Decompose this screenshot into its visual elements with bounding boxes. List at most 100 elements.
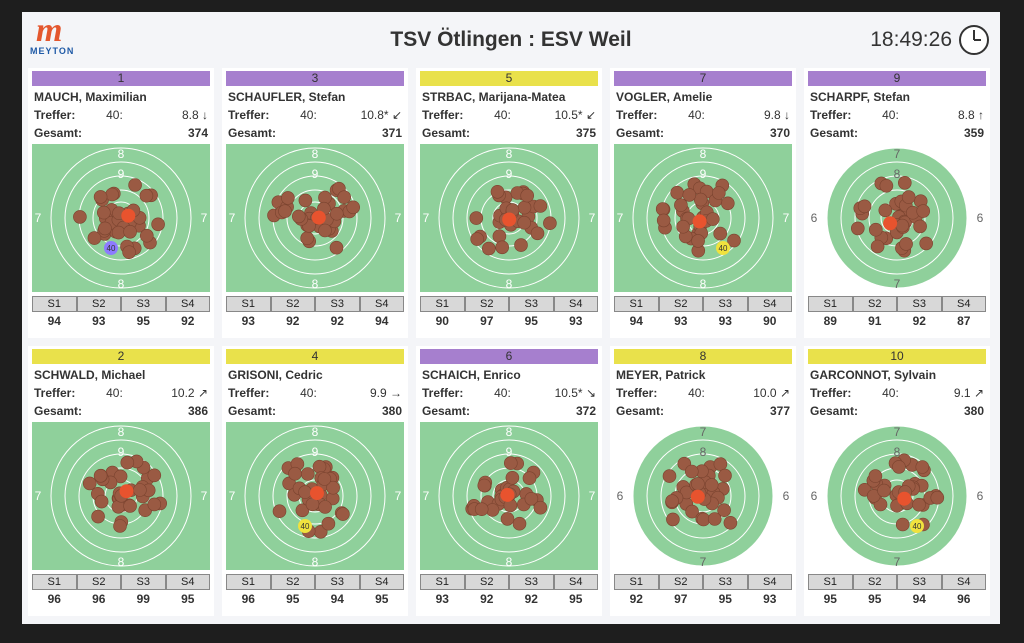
series-value: 93 [674, 314, 688, 328]
series-label: S3 [703, 296, 748, 312]
shot-hole [298, 485, 312, 499]
shooter-card[interactable]: 1 MAUCH, Maximilian Treffer: 40: 8.8 ↓ Gesamt… [28, 68, 214, 338]
match-title: TSV Ötlingen : ESV Weil [390, 28, 632, 51]
shot-hole [713, 226, 727, 241]
treffer-label: Treffer: [616, 108, 658, 122]
shot-count: 40: [300, 386, 317, 400]
series-label: S4 [553, 574, 598, 590]
shot-count: 40: [882, 108, 899, 122]
current-shot [883, 216, 898, 231]
shot-hole [318, 223, 332, 238]
last-shot-value: 10.5* ↙ [554, 108, 596, 122]
shot-hole [469, 211, 484, 225]
target-display: 8 8 9 7 7 [420, 144, 598, 292]
ring-number: 9 [118, 167, 125, 181]
series-value: 90 [435, 314, 449, 328]
series-value: 89 [823, 314, 837, 328]
series-value: 92 [629, 592, 643, 606]
ring-number: 7 [395, 211, 402, 225]
series-value: 92 [181, 314, 195, 328]
ring-number: 8 [312, 147, 319, 161]
position-bar: 4 [226, 349, 404, 364]
shot-hole [721, 196, 735, 211]
shooter-card[interactable]: 8 MEYER, Patrick Treffer: 40: 10.0 ↗ Gesamt: 3… [610, 346, 796, 616]
header: m MEYTON TSV Ötlingen : ESV Weil 18:49:2… [22, 12, 1000, 62]
shot-hole [930, 490, 945, 505]
series-label: S1 [614, 574, 659, 590]
shot-hole [312, 459, 327, 474]
ring-number: 9 [506, 167, 513, 181]
series-value: 95 [524, 314, 538, 328]
shooter-name: STRBAC, Marijana-Matea [422, 90, 566, 104]
ring-number: 7 [423, 489, 430, 503]
series-value: 97 [674, 592, 688, 606]
shot-hole [676, 219, 690, 234]
ring-number: 7 [894, 147, 901, 161]
shooter-card[interactable]: 3 SCHAUFLER, Stefan Treffer: 40: 10.8* ↙ Gesa… [222, 68, 408, 338]
series-values: 96 95 94 95 [226, 592, 404, 606]
shooter-card[interactable]: 5 STRBAC, Marijana-Matea Treffer: 40: 10.5* … [416, 68, 602, 338]
series-header: S1 S2 S3 S4 [420, 574, 598, 590]
shot-hole [666, 512, 680, 527]
treffer-label: Treffer: [422, 108, 464, 122]
target-display: 8 8 9 7 7 40 [32, 144, 210, 292]
clock-icon [959, 25, 989, 55]
gesamt-label: Gesamt: [34, 404, 83, 418]
series-value: 97 [480, 314, 494, 328]
shooter-card[interactable]: 2 SCHWALD, Michael Treffer: 40: 10.2 ↗ Gesamt… [28, 346, 214, 616]
shot-hole [504, 456, 518, 470]
series-label: S2 [76, 574, 121, 590]
shot-hole [500, 512, 515, 526]
position-bar: 8 [614, 349, 792, 364]
series-values: 94 93 93 90 [614, 314, 792, 328]
series-value: 99 [136, 592, 150, 606]
last-shot-marker [104, 241, 118, 255]
ring-number: 7 [783, 211, 790, 225]
series-value: 87 [957, 314, 971, 328]
ring-number: 8 [506, 555, 513, 569]
ring-number: 9 [312, 167, 319, 181]
series-header: S1 S2 S3 S4 [614, 296, 792, 312]
shot-hole [691, 234, 705, 248]
ring-number: 8 [312, 425, 319, 439]
shooter-card[interactable]: 9 SCHARPF, Stefan Treffer: 40: 8.8 ↑ Gesamt: 3… [804, 68, 990, 338]
shot-hole [682, 188, 697, 202]
logo-mark: m [36, 12, 63, 49]
ring-number: 8 [312, 555, 319, 569]
shot-hole [113, 519, 127, 533]
shot-hole [300, 231, 314, 245]
shooter-name: SCHAICH, Enrico [422, 368, 521, 382]
series-values: 92 97 95 93 [614, 592, 792, 606]
ring-number: 6 [617, 489, 624, 503]
current-shot [502, 212, 517, 227]
shot-hole [147, 497, 162, 512]
shooter-card[interactable]: 4 GRISONI, Cedric Treffer: 40: 9.9 → Gesamt: 3… [222, 346, 408, 616]
shot-hole [912, 497, 926, 512]
shooter-card[interactable]: 6 SCHAICH, Enrico Treffer: 40: 10.5* ↘ Gesamt… [416, 346, 602, 616]
ring-number: 8 [506, 277, 513, 291]
last-shot-marker [716, 241, 730, 255]
series-label: S3 [315, 296, 360, 312]
series-label: S1 [614, 296, 659, 312]
ring-number: 6 [783, 489, 790, 503]
series-label: S1 [226, 296, 271, 312]
shot-count: 40: [494, 108, 511, 122]
shooter-card[interactable]: 7 VOGLER, Amelie Treffer: 40: 9.8 ↓ Gesamt: 37… [610, 68, 796, 338]
current-shot [690, 489, 705, 504]
shot-hole [877, 483, 891, 498]
shot-hole [295, 503, 310, 518]
shot-hole [543, 216, 557, 230]
position-bar: 1 [32, 71, 210, 86]
series-value: 92 [480, 592, 494, 606]
current-shot [692, 214, 707, 229]
shot-hole [140, 228, 154, 243]
shot-hole [713, 457, 728, 471]
series-label: S1 [420, 574, 465, 590]
shooter-card[interactable]: 10 GARCONNOT, Sylvain Treffer: 40: 9.1 ↗ Gesa… [804, 346, 990, 616]
position-bar: 6 [420, 349, 598, 364]
shot-hole [524, 492, 539, 506]
gesamt-label: Gesamt: [810, 404, 859, 418]
shot-hole [533, 199, 548, 213]
ring-number: 7 [894, 277, 901, 291]
treffer-label: Treffer: [810, 386, 852, 400]
